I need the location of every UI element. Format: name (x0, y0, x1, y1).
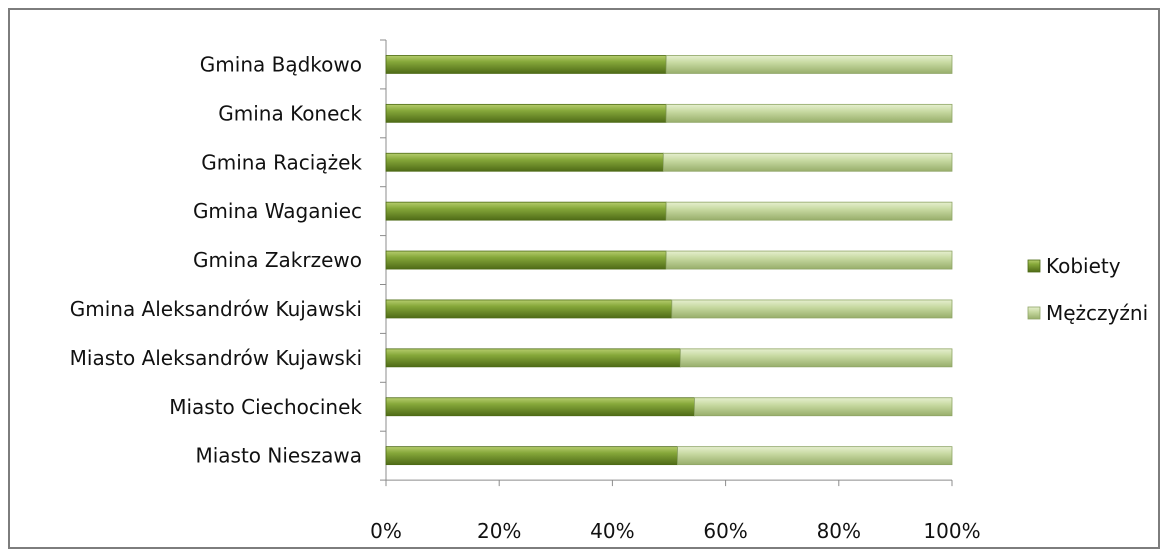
category-label: Gmina Raciążek (201, 150, 362, 174)
legend-label: Kobiety (1046, 254, 1121, 278)
bar-kobiety (385, 250, 667, 270)
category-label: Gmina Koneck (218, 101, 362, 125)
x-tick-label: 0% (370, 519, 402, 543)
bar-kobiety (385, 201, 667, 221)
bar-mezczyzni (662, 152, 953, 172)
x-tick-label: 80% (817, 519, 861, 543)
x-tick-label: 100% (923, 519, 980, 543)
x-tick-label: 20% (477, 519, 521, 543)
category-label: Miasto Ciechocinek (169, 395, 362, 419)
bar-kobiety (385, 348, 681, 368)
category-label: Gmina Aleksandrów Kujawski (70, 297, 362, 321)
x-tick-label: 40% (590, 519, 634, 543)
legend: Kobiety Mężczyźni (1027, 254, 1148, 325)
bar-mezczyzni (671, 299, 953, 319)
bar-kobiety (385, 299, 673, 319)
bar-mezczyzni (677, 446, 953, 466)
category-label: Gmina Zakrzewo (193, 248, 362, 272)
category-label: Miasto Nieszawa (195, 444, 362, 468)
category-label: Gmina Waganiec (193, 199, 362, 223)
category-label: Gmina Bądkowo (200, 52, 362, 76)
bar-kobiety (385, 103, 667, 123)
legend-label: Mężczyźni (1046, 301, 1148, 325)
bar-mezczyzni (665, 55, 953, 74)
legend-swatch (1027, 306, 1041, 320)
bar-mezczyzni (694, 397, 953, 417)
bar-kobiety (385, 55, 667, 74)
bar-mezczyzni (679, 348, 953, 368)
bar-mezczyzni (665, 250, 953, 270)
legend-swatch (1027, 259, 1041, 273)
bar-kobiety (385, 397, 695, 417)
plot-area: 0% 20% 40% 60% 80% 100% Gmina Bądkowo Gmina Kon… (70, 39, 981, 543)
bar-mezczyzni (665, 103, 953, 123)
bar-mezczyzni (665, 201, 953, 221)
bar-kobiety (385, 446, 678, 466)
bar-kobiety (385, 152, 664, 172)
x-tick-label: 60% (703, 519, 747, 543)
category-label: Miasto Aleksandrów Kujawski (70, 346, 362, 370)
